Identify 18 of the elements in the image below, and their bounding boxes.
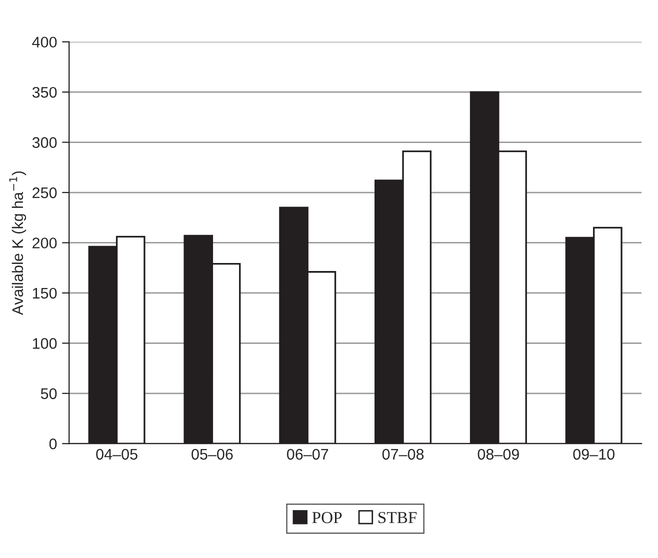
- y-tick-label: 350: [32, 86, 57, 98]
- x-tick-label: 05–06: [192, 448, 233, 460]
- legend-label: POP: [312, 512, 342, 524]
- x-tick-label: 06–07: [286, 448, 328, 460]
- y-tick-label: 200: [32, 238, 57, 248]
- y-tick-label: 300: [32, 137, 57, 148]
- legend-label: STBF: [378, 512, 417, 524]
- y-axis-title: Available K (kg ha$^{−1}$): [9, 171, 26, 316]
- x-tick-label: 04–05: [96, 448, 138, 460]
- y-tick-label: 0: [49, 438, 57, 450]
- x-tick-label: 08–09: [478, 448, 519, 460]
- y-tick-label: 250: [32, 187, 57, 198]
- y-tick-label: 150: [32, 288, 57, 299]
- x-tick-label: 07–08: [382, 448, 424, 460]
- y-tick-label: 50: [40, 388, 57, 400]
- x-tick-label: 09–10: [573, 448, 614, 460]
- y-tick-label: 400: [32, 36, 57, 48]
- y-tick-label: 100: [32, 338, 57, 349]
